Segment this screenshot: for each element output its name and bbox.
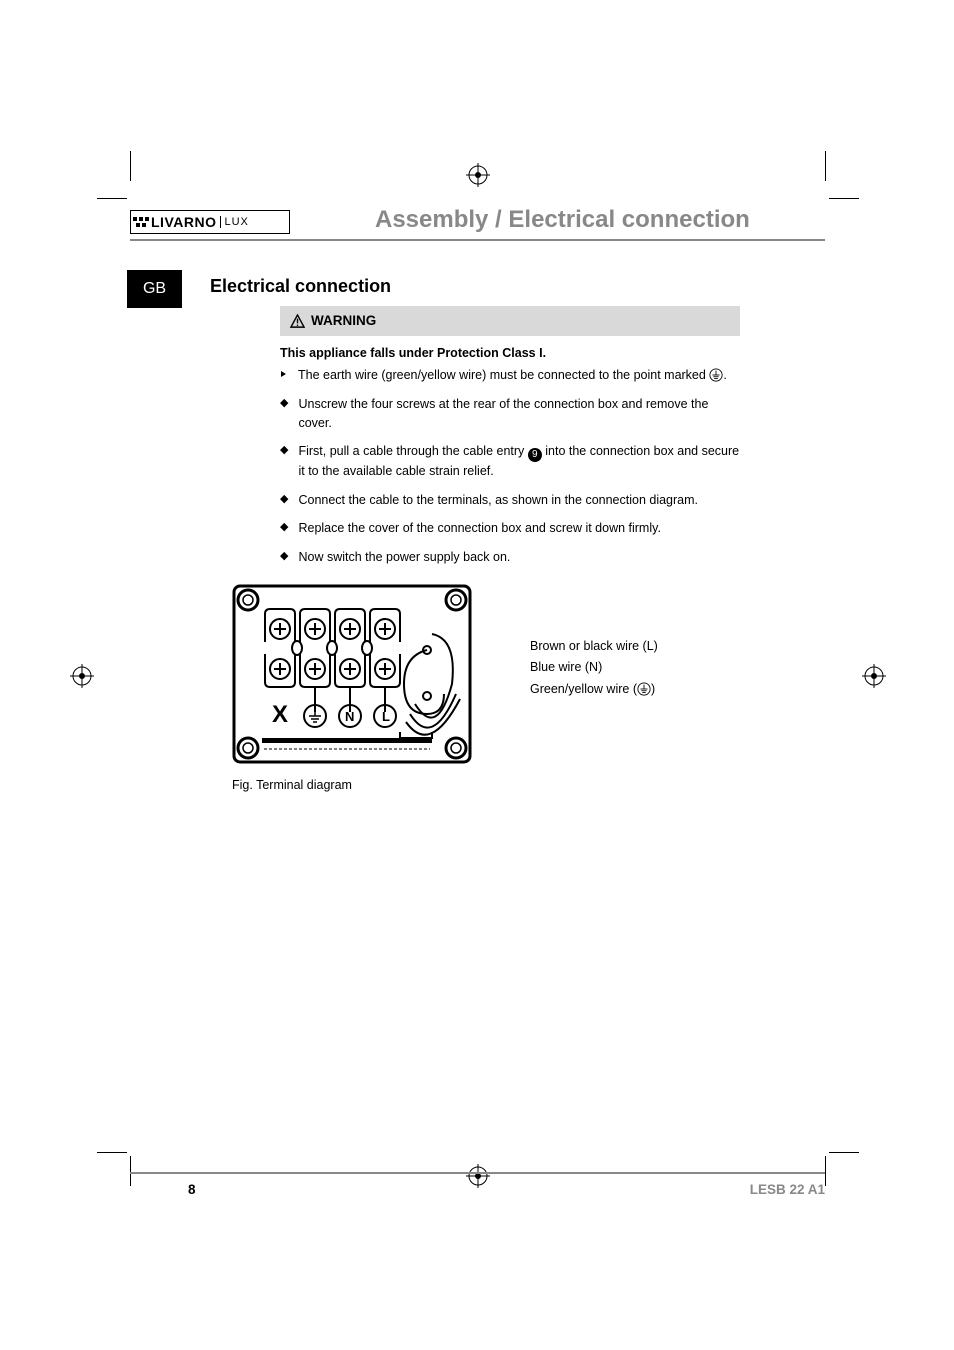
wire-earth-label: Green/yellow wire () <box>530 679 658 700</box>
warning-label: WARNING <box>311 311 376 331</box>
earth-instruction-text: The earth wire (green/yellow wire) must … <box>298 366 727 385</box>
diamond-bullet-icon: ◆ <box>280 491 288 510</box>
brand-name: LIVARNO <box>151 214 216 230</box>
crop-mark <box>825 1156 826 1186</box>
instruction-step-text: Now switch the power supply back on. <box>298 548 510 567</box>
diamond-bullet-icon: ◆ <box>280 548 288 567</box>
brand-dots-icon <box>131 211 151 233</box>
warning-triangle-icon <box>290 314 305 329</box>
crop-mark <box>130 151 131 181</box>
svg-text:X: X <box>272 701 288 728</box>
registration-mark-icon <box>70 664 94 688</box>
page-number: 8 <box>188 1182 196 1197</box>
svg-text:L: L <box>382 709 390 724</box>
breadcrumb: Assembly / Electrical connection <box>375 206 750 234</box>
wire-legend: Brown or black wire (L) Blue wire (N) Gr… <box>530 636 658 700</box>
earth-symbol-icon <box>637 682 651 696</box>
instruction-step: ◆ Replace the cover of the connection box… <box>280 519 740 538</box>
figure-caption: Fig. Terminal diagram <box>232 778 352 792</box>
instruction-step: ◆ Connect the cable to the terminals, as … <box>280 491 740 510</box>
section-heading: Electrical connection <box>210 276 391 297</box>
instruction-step: ◆ Unscrew the four screws at the rear of … <box>280 395 740 433</box>
page-footer: 8 LESB 22 A1 <box>130 1172 825 1197</box>
instruction-step-text: First, pull a cable through the cable en… <box>298 442 740 480</box>
crop-mark <box>97 1152 127 1153</box>
instruction-step: ◆ First, pull a cable through the cable e… <box>280 442 740 480</box>
terminal-diagram: X N L <box>232 584 472 769</box>
diamond-bullet-icon: ◆ <box>280 395 288 433</box>
brand-logo: LIVARNO LUX <box>130 210 290 234</box>
content-body: WARNING This appliance falls under Prote… <box>280 306 740 567</box>
diamond-bullet-icon: ◆ <box>280 519 288 538</box>
wire-l-label: Brown or black wire (L) <box>530 636 658 657</box>
registration-mark-icon <box>466 163 490 187</box>
wire-n-label: Blue wire (N) <box>530 657 658 678</box>
warning-bar: WARNING <box>280 306 740 336</box>
instruction-step: ◆ Now switch the power supply back on. <box>280 548 740 567</box>
crop-mark <box>829 198 859 199</box>
crop-mark <box>97 198 127 199</box>
instruction-step-text: Replace the cover of the connection box … <box>298 519 660 538</box>
model-number: LESB 22 A1 <box>750 1182 825 1197</box>
earth-symbol-icon <box>709 368 723 382</box>
svg-text:N: N <box>345 709 354 724</box>
instruction-step-text: Connect the cable to the terminals, as s… <box>298 491 698 510</box>
crop-mark <box>829 1152 859 1153</box>
diamond-bullet-icon: ◆ <box>280 442 288 480</box>
callout-badge-9: 9 <box>528 448 542 462</box>
instruction-step-text: Unscrew the four screws at the rear of t… <box>298 395 740 433</box>
crop-mark <box>825 151 826 181</box>
protection-class-note: This appliance falls under Protection Cl… <box>280 344 740 363</box>
brand-suffix: LUX <box>220 216 251 228</box>
arrow-bullet-icon <box>280 366 290 385</box>
earth-instruction: The earth wire (green/yellow wire) must … <box>280 366 740 385</box>
language-tab: GB <box>127 270 182 308</box>
registration-mark-icon <box>862 664 886 688</box>
header-rule <box>130 239 825 241</box>
